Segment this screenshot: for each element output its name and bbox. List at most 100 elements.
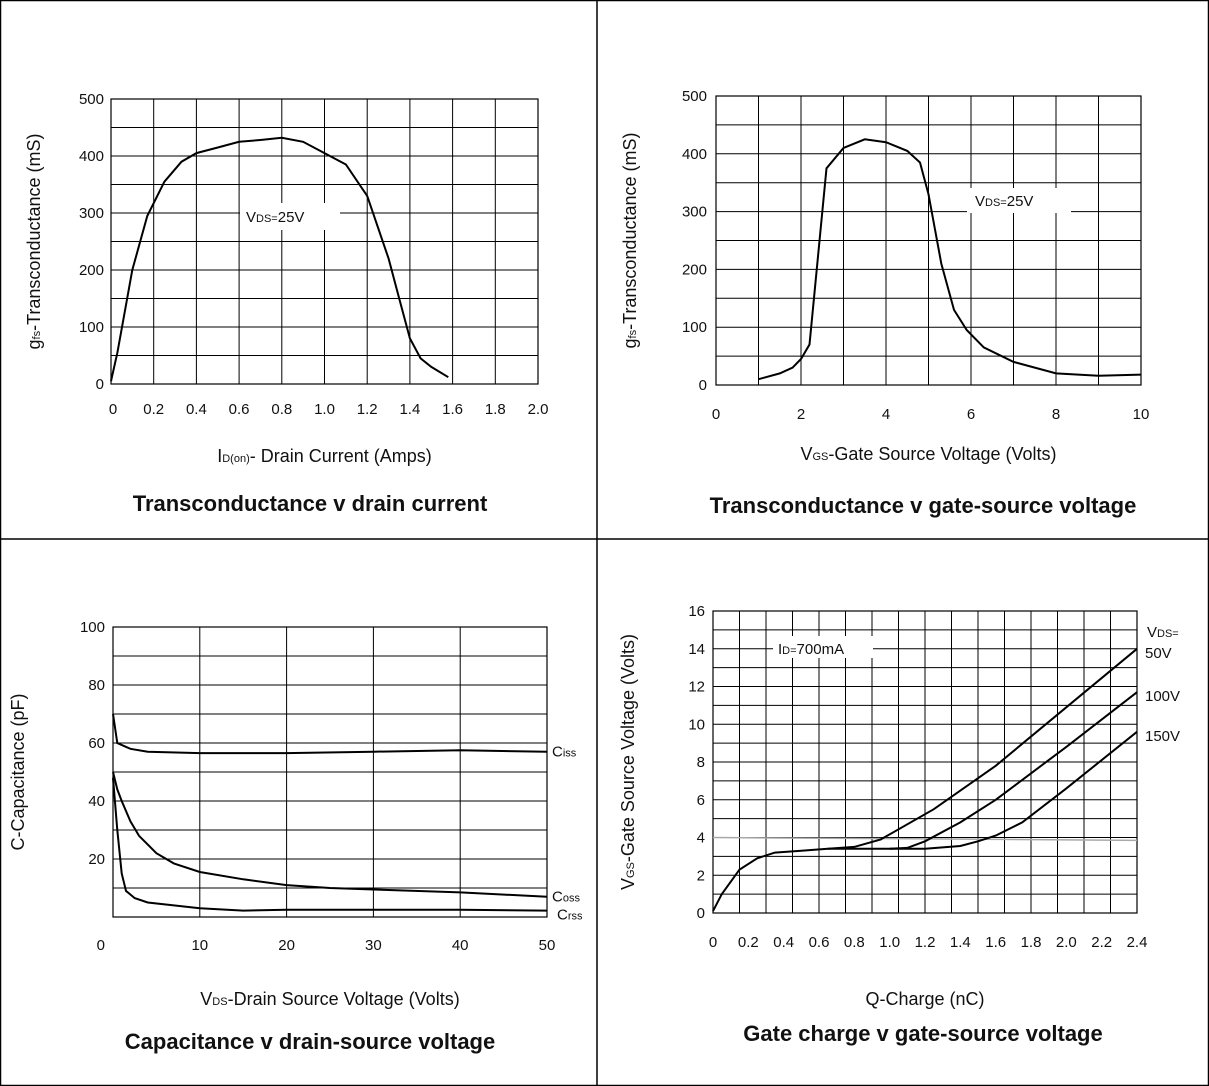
y-tick-label: 10 [688,716,705,733]
y-tick-label: 300 [682,204,707,221]
y-tick-label: 0 [96,376,104,393]
x-tick-label: 10 [1133,406,1150,423]
annotation-label: ID=700mA [778,641,844,658]
y-tick-label: 0 [699,377,707,394]
annotation-box [773,636,873,658]
y-tick-label: 16 [688,603,705,620]
x-tick-label: 30 [365,937,382,954]
x-tick-label: 0.8 [271,401,292,418]
y-tick-label: 200 [682,261,707,278]
x-tick-label: 2.4 [1127,934,1148,951]
x-tick-label: 2.2 [1091,934,1112,951]
series-line-1 [827,691,1138,850]
panel-gate-charge: ID=700mA 0 0.2 0.4 0.6 0.8 1.0 1.2 1.4 1.6 1.8 2.0 2… [618,603,1180,1046]
x-axis-label: VGS-Gate Source Voltage (Volts) [800,444,1056,464]
x-tick-label: 0.6 [809,934,830,951]
x-tick-label: 6 [967,406,975,423]
y-axis-label: VGS-Gate Source Voltage (Volts) [618,634,638,890]
series-label: Ciss [552,744,577,761]
x-tick-label: 1.6 [442,401,463,418]
x-tick-label: 1.8 [1021,934,1042,951]
x-tick-label: 1.2 [915,934,936,951]
x-tick-label: 2.0 [528,401,549,418]
series-line-2 [112,777,548,912]
x-tick-label: 1.0 [314,401,335,418]
reference-line [712,836,1138,842]
x-tick-label: 1.2 [357,401,378,418]
x-tick-label: 0 [709,934,717,951]
grid [111,99,538,384]
y-tick-label: 0 [697,905,705,922]
series-label: 150V [1145,728,1180,745]
annotation-box [967,188,1071,213]
x-tick-label: 1.4 [950,934,971,951]
annotation-label: VDS=25V [975,193,1033,210]
y-axis-label: gfs-Transconductance (mS) [24,134,44,350]
x-tick-label: 2 [797,406,805,423]
x-axis-label: VDS-Drain Source Voltage (Volts) [200,989,459,1009]
y-tick-label: 14 [688,641,705,658]
x-tick-label: 0.2 [143,401,164,418]
x-tick-label: 0.4 [773,934,794,951]
x-tick-label: 0 [97,937,105,954]
y-tick-label: 400 [682,146,707,163]
x-tick-label: 10 [191,937,208,954]
y-tick-label: 80 [88,677,105,694]
x-tick-label: 2.0 [1056,934,1077,951]
y-tick-label: 6 [697,792,705,809]
chart-title: Capacitance v drain-source voltage [125,1029,495,1054]
grid [113,627,547,917]
x-tick-label: 0.6 [229,401,250,418]
x-tick-label: 0.4 [186,401,207,418]
y-tick-label: 20 [88,851,105,868]
y-tick-label: 12 [688,679,705,696]
y-tick-label: 4 [697,830,705,847]
annotation-box [240,203,340,230]
legend-header: VDS= [1147,624,1179,641]
x-tick-label: 1.6 [985,934,1006,951]
x-tick-label: 50 [539,937,556,954]
x-tick-label: 8 [1052,406,1060,423]
x-tick-label: 4 [882,406,890,423]
x-tick-label: 0.2 [738,934,759,951]
series-line-0 [110,136,449,382]
y-tick-label: 40 [88,793,105,810]
y-tick-label: 2 [697,867,705,884]
series-line-0 [112,713,548,755]
series-line-1 [112,771,548,898]
panel-transconductance-drain-current: VDS=25V 0 0.2 0.4 0.6 0.8 1.0 1.2 1.4 1.6 1.8 2.0 0 1… [24,91,548,516]
series-label: Crss [557,907,583,924]
x-tick-label: 1.8 [485,401,506,418]
y-tick-label: 500 [682,88,707,105]
series-label: Coss [552,889,580,906]
chart-title: Gate charge v gate-source voltage [743,1021,1102,1046]
x-tick-label: 0.8 [844,934,865,951]
x-axis-label: Q-Charge (nC) [865,989,984,1009]
plot-frame [712,610,1138,914]
x-tick-label: 0 [712,406,720,423]
y-tick-label: 100 [80,619,105,636]
x-tick-label: 0 [109,401,117,418]
x-tick-label: 40 [452,937,469,954]
grid [716,96,1141,385]
y-tick-label: 8 [697,754,705,771]
series-line-0 [758,138,1142,381]
panel-capacitance-drain-source: 10 20 30 40 50 20 40 60 80 100 0 VDS-Drain Source V… [8,619,583,1054]
series-line-2 [889,731,1138,850]
annotation-label: VDS=25V [246,209,304,226]
series-label: 100V [1145,688,1180,705]
plot-frame [715,95,1142,386]
series-label: 50V [1145,645,1172,662]
y-tick-label: 400 [79,148,104,165]
x-tick-label: 20 [278,937,295,954]
grid [713,611,1137,913]
y-tick-label: 100 [682,319,707,336]
x-tick-label: 1.0 [879,934,900,951]
y-axis-label: C-Capacitance (pF) [8,693,28,850]
x-axis-label: ID(on)- Drain Current (Amps) [217,446,432,466]
chart-title: Transconductance v gate-source voltage [710,493,1137,518]
chart-title: Transconductance v drain current [133,491,488,516]
plot-frame [110,98,539,385]
